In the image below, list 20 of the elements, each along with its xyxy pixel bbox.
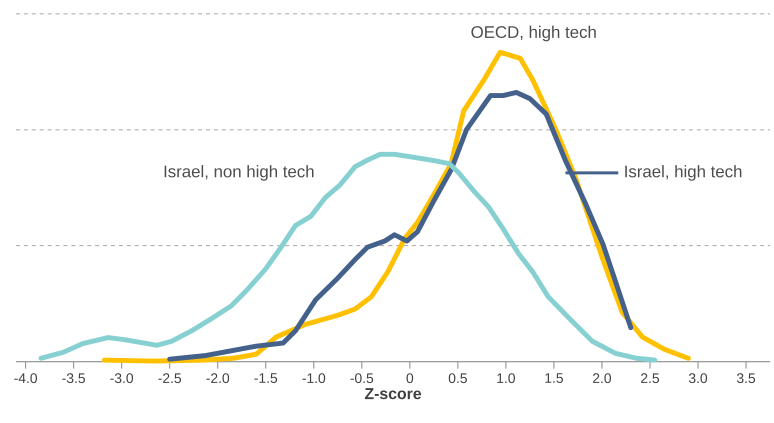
legend-label: Israel, high tech	[625, 165, 742, 181]
series-label: OECD, high tech	[471, 26, 596, 42]
x-tick-label: -2.0	[206, 374, 230, 384]
x-tick-label: -2.5	[158, 374, 182, 384]
x-tick-label: 1.0	[497, 374, 515, 384]
x-tick-label: 2.0	[593, 374, 612, 384]
x-tick-label: 0	[406, 374, 414, 384]
x-tick-label: -1.0	[302, 374, 326, 384]
x-tick-label: 0.5	[448, 374, 467, 384]
series-label: Israel, non high tech	[164, 165, 314, 181]
x-tick-label: 3.0	[688, 374, 708, 384]
x-tick-label: -1.5	[254, 374, 278, 384]
x-tick-label: -3.0	[110, 374, 134, 384]
x-tick-label: -4.0	[14, 374, 37, 384]
x-tick-label: -3.5	[62, 374, 85, 384]
x-axis-title: Z-score	[364, 388, 422, 400]
x-tick-label: 3.5	[736, 374, 756, 384]
x-tick-label: 2.5	[641, 374, 660, 384]
x-tick-label: 1.5	[545, 374, 563, 384]
x-tick-label: -0.5	[350, 374, 374, 384]
